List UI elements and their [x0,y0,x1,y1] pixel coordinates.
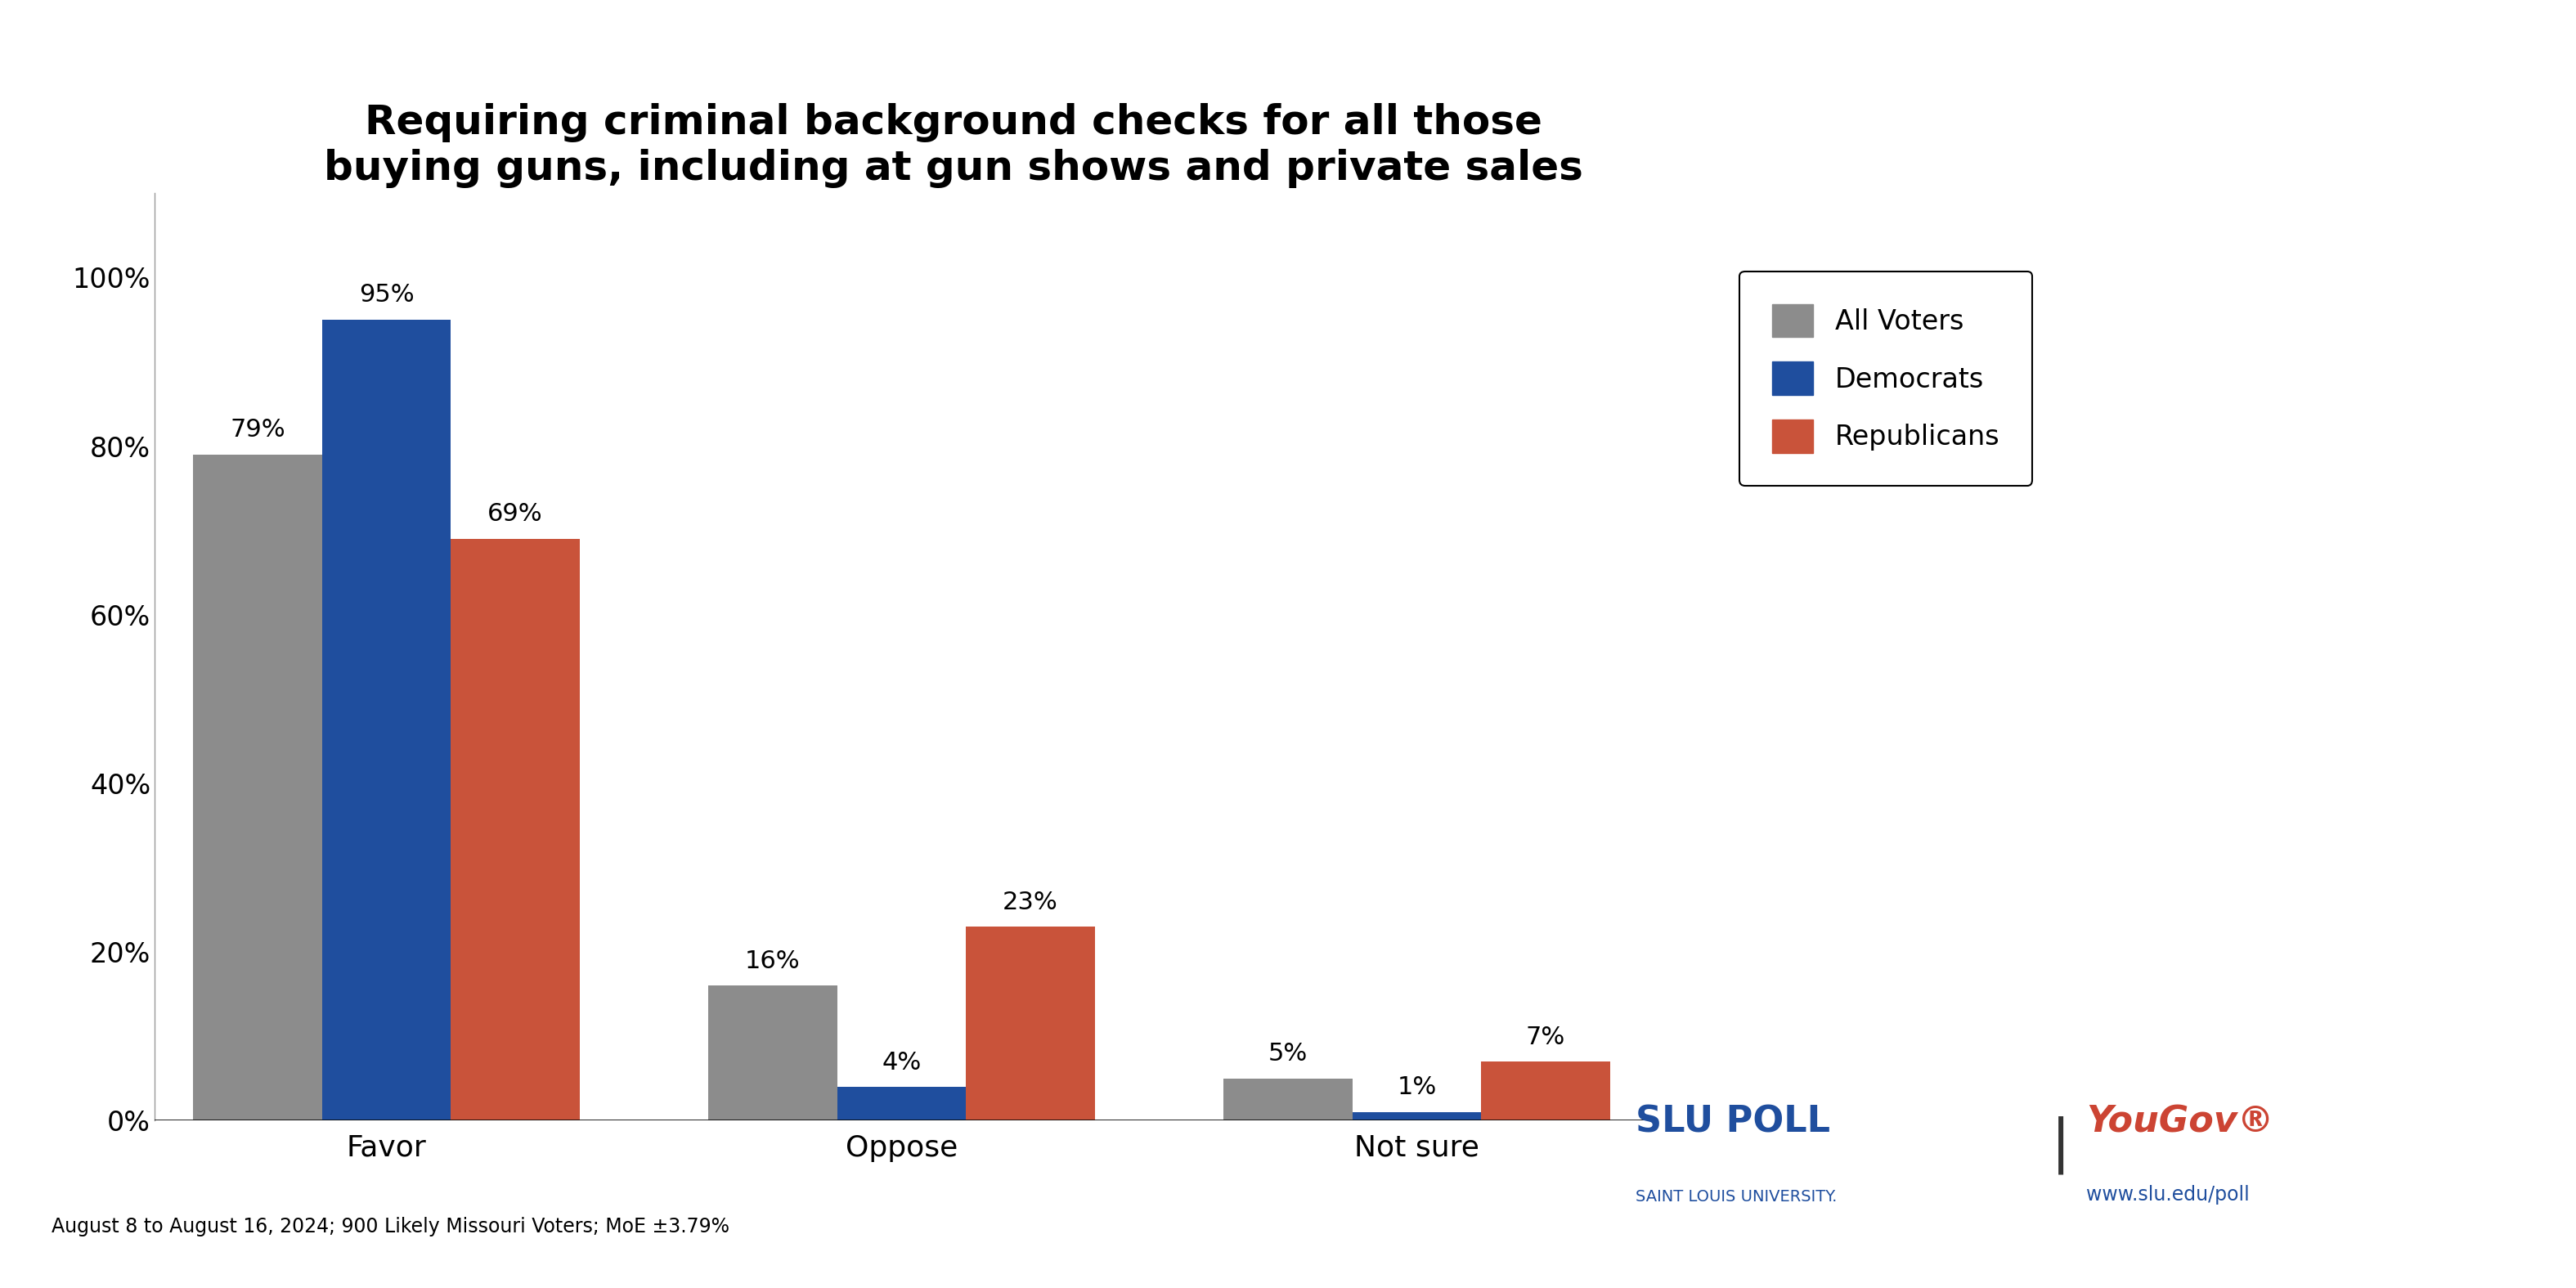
Text: 95%: 95% [358,283,415,307]
Text: Requiring criminal background checks for all those
buying guns, including at gun: Requiring criminal background checks for… [325,103,1582,188]
Bar [193,455,322,1121]
Text: August 8 to August 16, 2024; 900 Likely Missouri Voters; MoE ±3.79%: August 8 to August 16, 2024; 900 Likely … [52,1217,729,1236]
Text: 5%: 5% [1267,1042,1309,1065]
Bar [451,538,580,1121]
Text: 16%: 16% [744,949,801,972]
Text: YouGov®: YouGov® [2087,1105,2275,1140]
Text: www.slu.edu/poll: www.slu.edu/poll [2087,1185,2249,1204]
Text: SAINT LOUIS UNIVERSITY.: SAINT LOUIS UNIVERSITY. [1636,1189,1837,1204]
Text: 4%: 4% [881,1051,922,1074]
Text: 1%: 1% [1396,1075,1437,1100]
Text: 23%: 23% [1002,890,1059,914]
Text: SLU POLL: SLU POLL [1636,1105,1832,1140]
Text: 69%: 69% [487,502,544,527]
Bar [837,1087,966,1121]
Bar [708,985,837,1121]
Bar [1224,1078,1352,1121]
Bar [966,926,1095,1121]
Text: |: | [2050,1117,2071,1175]
Bar [1481,1061,1610,1121]
Legend: All Voters, Democrats, Republicans: All Voters, Democrats, Republicans [1739,272,2032,486]
Text: 7%: 7% [1525,1025,1566,1048]
Bar [322,319,451,1121]
Bar [1352,1112,1481,1121]
Text: 79%: 79% [229,419,286,442]
